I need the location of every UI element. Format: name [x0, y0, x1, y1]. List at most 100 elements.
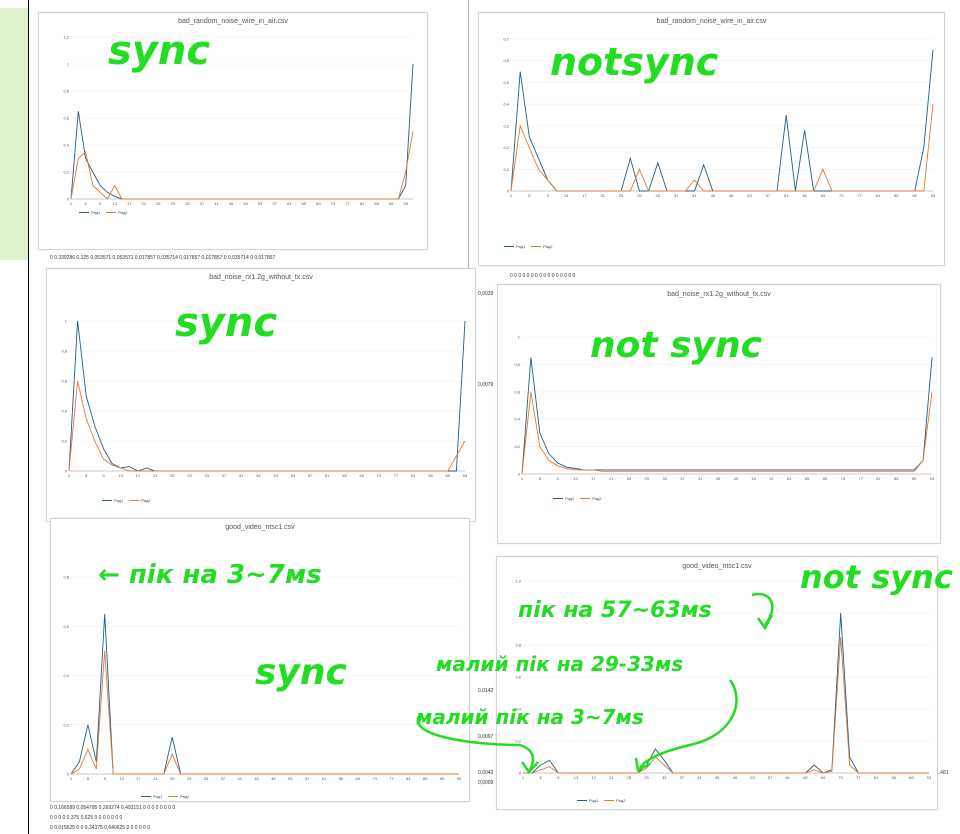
- legend-label: Ряд1: [91, 209, 101, 215]
- x-tick-label: 45: [715, 775, 720, 780]
- annotation-small-peak-3-7: малий пік на 3~7мs: [416, 705, 644, 729]
- x-tick-label: 77: [856, 775, 861, 780]
- annotation-not-sync: not sync: [590, 325, 762, 366]
- x-tick-label: 45: [256, 473, 261, 478]
- annotation-small-peak-29-33: малий пік на 29-33мs: [436, 652, 684, 676]
- legend-label: Ряд2: [180, 793, 190, 799]
- x-tick-label: 21: [609, 775, 614, 780]
- x-tick-label: 29: [171, 201, 176, 206]
- series-line: [70, 650, 459, 775]
- annotation-not-sync: notsync: [550, 40, 719, 84]
- x-tick-label: 89: [440, 776, 445, 781]
- cell-row: 0 0 0 0 0 0 0 0 0 0 0 0 0 0 0 0: [510, 273, 576, 279]
- y-tick-label: 0,6: [503, 58, 509, 63]
- legend-swatch: [79, 211, 89, 213]
- x-tick-label: 25: [170, 473, 175, 478]
- x-tick-label: 5: [528, 193, 531, 198]
- x-tick-label: 5: [87, 776, 90, 781]
- x-tick-label: 85: [423, 776, 428, 781]
- cell-value: 0,0042: [478, 770, 494, 776]
- cell-row: 0 0 0 0 0,375 0,625 0 0 0 0 0 0 0: [50, 815, 123, 821]
- annotation-peak-57-63: пік на 57~63мs: [518, 598, 712, 623]
- legend-entry: Ряд2: [129, 497, 151, 503]
- x-tick-label: 33: [656, 193, 661, 198]
- annotation-sync: sync: [108, 28, 211, 74]
- chart-title: bad_noise_rx1.2g_without_tx.csv: [209, 274, 313, 281]
- series-line: [523, 636, 929, 774]
- series-line: [70, 613, 459, 775]
- x-tick-label: 49: [734, 476, 739, 481]
- x-tick-label: 53: [747, 193, 752, 198]
- y-tick-label: 1: [519, 611, 522, 616]
- chart-legend: Ряд1 Ряд2: [504, 243, 934, 249]
- x-tick-label: 37: [221, 776, 226, 781]
- legend-label: Ряд1: [516, 243, 526, 249]
- legend-label: Ряд1: [114, 497, 124, 503]
- x-tick-label: 53: [752, 476, 757, 481]
- series-line: [521, 391, 933, 475]
- x-tick-label: 37: [674, 193, 679, 198]
- legend-entry: Ряд1: [79, 209, 100, 215]
- x-tick-label: 81: [411, 473, 416, 478]
- x-tick-label: 89: [912, 193, 917, 198]
- chart-panel[interactable]: bad_random_noise_wire_in_air.csv 0,7 0,6 0…: [478, 12, 945, 266]
- annotation-sync: sync: [175, 300, 278, 346]
- x-tick-label: 89: [909, 775, 914, 780]
- x-tick-label: 21: [142, 201, 147, 206]
- legend-swatch: [129, 499, 140, 501]
- chart-panel[interactable]: bad_noise_rx1.2g_without_tx.csv 1 0,8 0,6 0…: [497, 284, 941, 544]
- x-tick-label: 5: [540, 775, 543, 780]
- y-tick-label: 0,4: [514, 417, 520, 422]
- x-tick-label: 29: [187, 776, 192, 781]
- x-tick-label: 73: [331, 201, 336, 206]
- x-tick-label: 49: [273, 473, 278, 478]
- y-tick-label: 0,6: [63, 116, 69, 121]
- y-tick-label: 0,4: [63, 673, 69, 678]
- x-tick-label: 25: [627, 775, 632, 780]
- x-tick-label: 89: [446, 473, 451, 478]
- series-line: [523, 612, 929, 774]
- x-tick-label: 53: [288, 776, 293, 781]
- chart-title: good_video_ntsc1.csv: [225, 524, 295, 531]
- y-tick-label: 0,8: [61, 349, 67, 354]
- x-tick-label: 53: [291, 473, 296, 478]
- chart-panel[interactable]: bad_noise_rx1.2g_without_tx.csv 1 0,8 0,6 0…: [46, 268, 476, 522]
- legend-swatch: [504, 245, 514, 247]
- legend-label: Ряд1: [565, 495, 575, 501]
- line-chart: 10,80,60,40,201 5 9 13 17 21 25 29 33 37 41 45 49 53 5…: [61, 319, 468, 479]
- x-tick-label: 81: [406, 776, 411, 781]
- x-tick-label: 9: [102, 473, 105, 478]
- chart-panel[interactable]: good_video_ntsc1.csv 0,8 0,6 0,4 0,2 0 1 5 9 13 1…: [50, 518, 470, 802]
- column-divider-2: [468, 0, 469, 270]
- x-tick-label: 77: [345, 201, 350, 206]
- x-tick-label: 41: [237, 776, 242, 781]
- x-tick-label: 61: [784, 193, 789, 198]
- y-tick-label: 0,4: [503, 102, 509, 107]
- chart-legend: Ряд1 Ряд2: [79, 209, 419, 215]
- legend-swatch: [580, 497, 591, 499]
- x-tick-label: 25: [619, 193, 624, 198]
- cell-row: 0 0,339286 0,125 0,053571 0,053571 0,017…: [50, 255, 276, 261]
- x-tick-label: 93: [927, 775, 932, 780]
- chart-title: bad_noise_rx1.2g_without_tx.csv: [667, 291, 771, 298]
- legend-swatch: [553, 497, 563, 499]
- x-tick-label: 81: [876, 476, 881, 481]
- x-tick-label: 69: [821, 775, 826, 780]
- legend-entry: Ряд2: [168, 793, 190, 799]
- x-tick-label: 21: [601, 193, 606, 198]
- x-tick-label: 33: [204, 776, 209, 781]
- x-tick-label: 5: [539, 476, 542, 481]
- x-tick-label: 45: [716, 476, 721, 481]
- y-tick-label: 0,2: [515, 739, 521, 744]
- column-divider: [28, 0, 29, 834]
- x-tick-label: 25: [156, 201, 161, 206]
- x-tick-label: 73: [377, 473, 382, 478]
- x-tick-label: 57: [308, 473, 313, 478]
- chart-panel[interactable]: bad_random_noise_wire_in_air.csv 1,2 1 0,8…: [38, 12, 428, 250]
- cell-value: 0,0009: [478, 780, 494, 786]
- x-tick-label: 53: [750, 775, 755, 780]
- x-tick-label: 17: [591, 775, 596, 780]
- x-tick-label: 57: [305, 776, 310, 781]
- legend-entry: Ряд1: [504, 243, 525, 249]
- x-tick-label: 65: [342, 473, 347, 478]
